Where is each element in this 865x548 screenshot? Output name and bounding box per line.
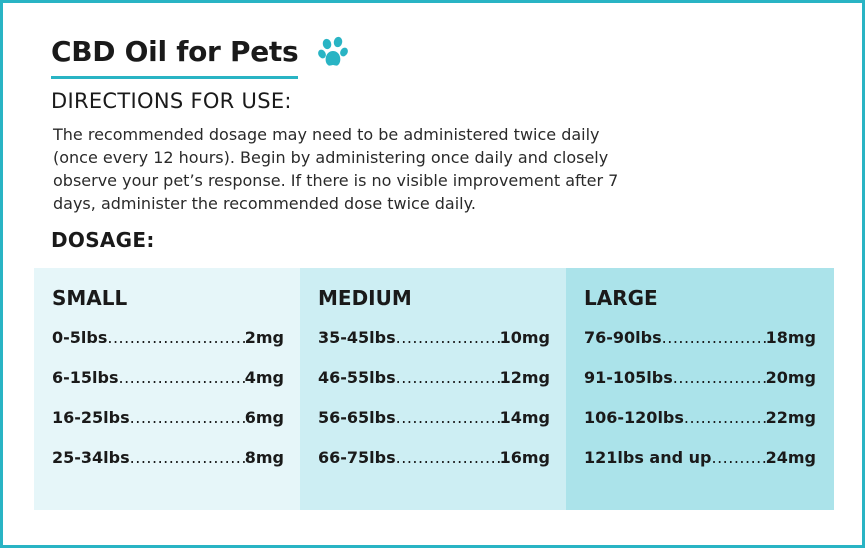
leader-dots (396, 328, 500, 347)
dosage-column-small: SMALL 0-5lbs 2mg 6-15lbs 4mg 16-25lbs 6mg 2… (34, 268, 300, 510)
dose-amount: 14mg (499, 408, 550, 427)
dosage-row: 56-65lbs 14mg (318, 408, 550, 448)
weight-range: 106-120lbs (584, 408, 684, 427)
leader-dots (130, 408, 245, 427)
dose-amount: 12mg (499, 368, 550, 387)
weight-range: 66-75lbs (318, 448, 396, 467)
dose-amount: 22mg (765, 408, 816, 427)
dose-amount: 2mg (244, 328, 284, 347)
dose-amount: 24mg (765, 448, 816, 467)
leader-dots (673, 368, 766, 387)
weight-range: 16-25lbs (52, 408, 130, 427)
leader-dots (396, 448, 500, 467)
dosage-row: 66-75lbs 16mg (318, 448, 550, 488)
leader-dots (662, 328, 766, 347)
leader-dots (711, 448, 765, 467)
column-title-small: SMALL (52, 286, 128, 310)
dose-amount: 10mg (499, 328, 550, 347)
dosage-row: 16-25lbs 6mg (52, 408, 284, 448)
dose-amount: 16mg (499, 448, 550, 467)
dosage-heading: DOSAGE: (51, 228, 155, 252)
leader-dots (107, 328, 244, 347)
dosage-column-large: LARGE 76-90lbs 18mg 91-105lbs 20mg 106-120… (566, 268, 834, 510)
leader-dots (396, 368, 500, 387)
directions-heading: DIRECTIONS FOR USE: (51, 89, 292, 113)
dose-amount: 20mg (765, 368, 816, 387)
dosage-row: 6-15lbs 4mg (52, 368, 284, 408)
leader-dots (119, 368, 245, 387)
weight-range: 121lbs and up (584, 448, 712, 467)
weight-range: 76-90lbs (584, 328, 662, 347)
column-title-medium: MEDIUM (318, 286, 412, 310)
dosage-row: 25-34lbs 8mg (52, 448, 284, 488)
weight-range: 6-15lbs (52, 368, 119, 387)
leader-dots (684, 408, 766, 427)
dosage-row: 0-5lbs 2mg (52, 328, 284, 368)
weight-range: 25-34lbs (52, 448, 130, 467)
leader-dots (396, 408, 500, 427)
column-title-large: LARGE (584, 286, 658, 310)
dosage-row: 106-120lbs 22mg (584, 408, 816, 448)
dose-amount: 4mg (244, 368, 284, 387)
dosage-row: 91-105lbs 20mg (584, 368, 816, 408)
title-area: CBD Oil for Pets (51, 33, 349, 79)
page-title: CBD Oil for Pets (51, 33, 299, 79)
directions-text: The recommended dosage may need to be ad… (53, 125, 619, 213)
paw-icon (318, 36, 349, 66)
dose-amount: 6mg (244, 408, 284, 427)
weight-range: 56-65lbs (318, 408, 396, 427)
leader-dots (130, 448, 245, 467)
dosage-row: 121lbs and up 24mg (584, 448, 816, 488)
dosage-column-medium: MEDIUM 35-45lbs 10mg 46-55lbs 12mg 56-65lb… (300, 268, 566, 510)
dosage-table: SMALL 0-5lbs 2mg 6-15lbs 4mg 16-25lbs 6mg 2… (34, 268, 834, 510)
weight-range: 46-55lbs (318, 368, 396, 387)
weight-range: 0-5lbs (52, 328, 108, 347)
dose-amount: 18mg (765, 328, 816, 347)
dosage-row: 35-45lbs 10mg (318, 328, 550, 368)
dosage-row: 76-90lbs 18mg (584, 328, 816, 368)
dosage-row: 46-55lbs 12mg (318, 368, 550, 408)
weight-range: 91-105lbs (584, 368, 673, 387)
weight-range: 35-45lbs (318, 328, 396, 347)
dose-amount: 8mg (244, 448, 284, 467)
